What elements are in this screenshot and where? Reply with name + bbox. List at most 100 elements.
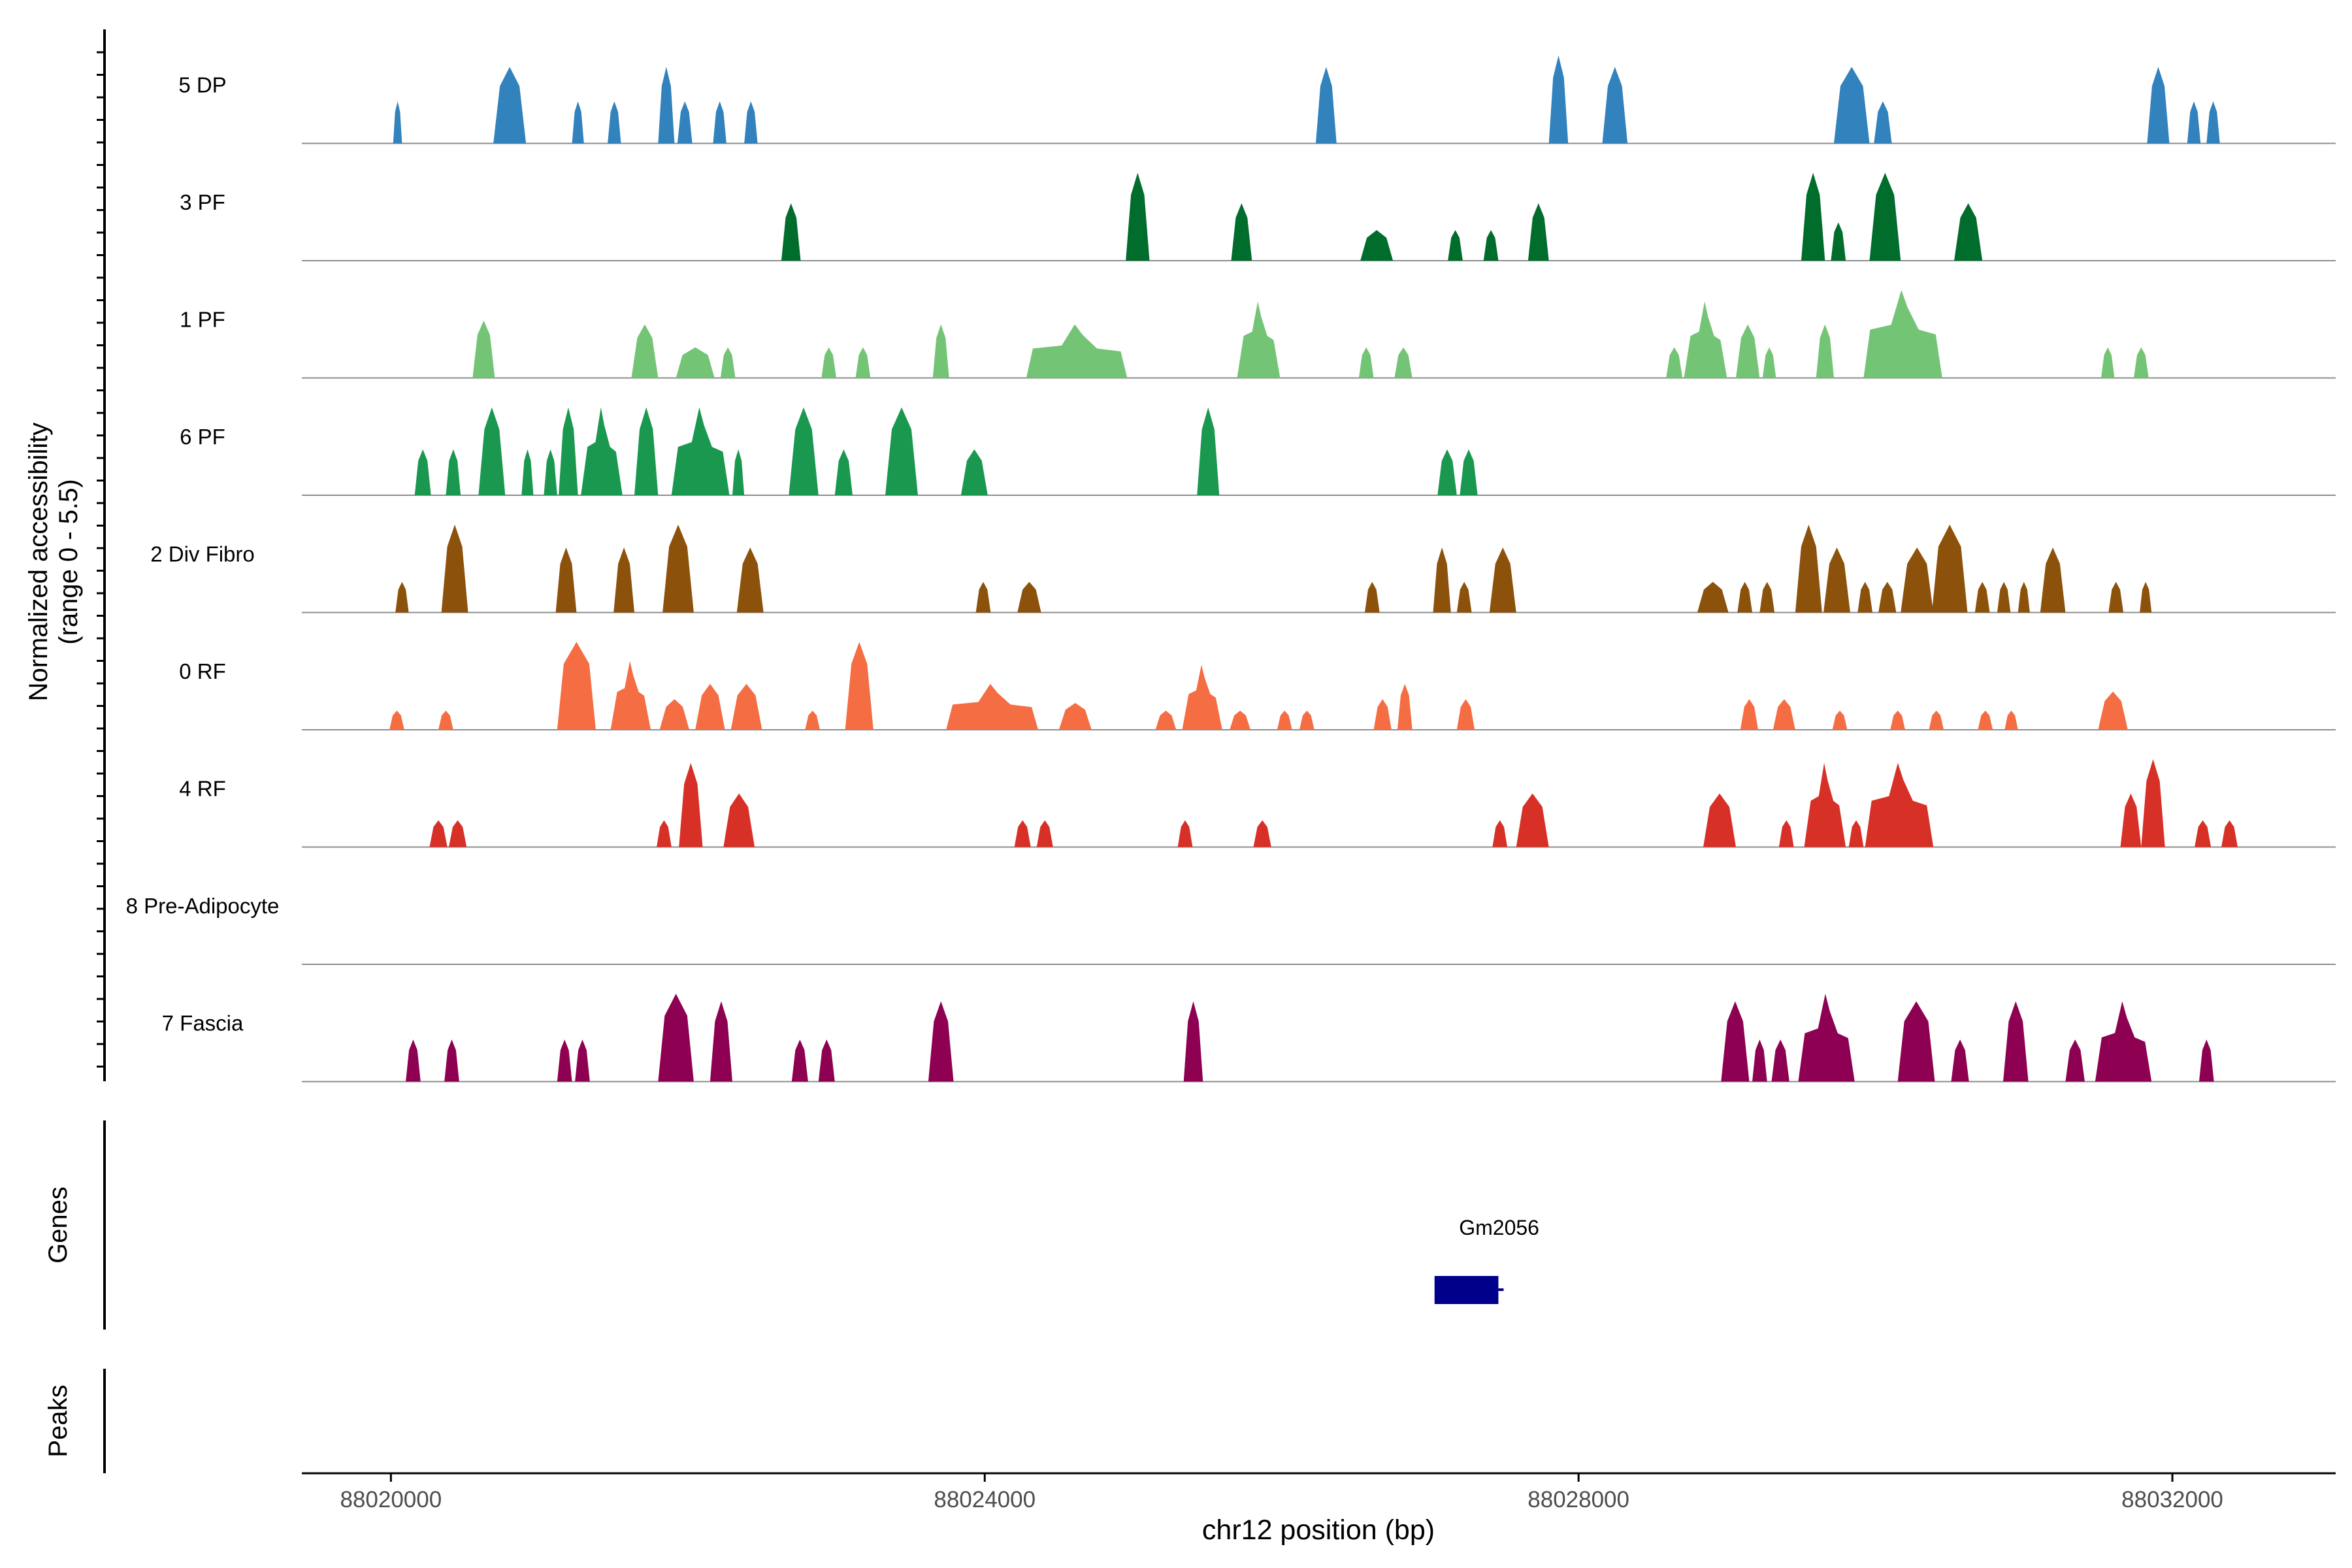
peak (1795, 525, 1822, 613)
peak (557, 1039, 572, 1082)
peak (610, 661, 651, 730)
peak (1759, 581, 1775, 613)
peak (720, 347, 736, 378)
peak (1397, 683, 1413, 730)
x-tick-label: 88024000 (934, 1487, 1036, 1512)
peak (671, 407, 730, 495)
peak (1548, 56, 1569, 144)
peak (448, 820, 467, 847)
peak (1183, 1001, 1203, 1082)
peak (559, 407, 578, 495)
peak (1874, 101, 1892, 144)
peak (1831, 222, 1846, 261)
peak (2098, 691, 2128, 730)
peak (1231, 203, 1252, 261)
peak (444, 1039, 459, 1082)
peak (544, 449, 557, 495)
peak (2133, 347, 2149, 378)
peak (1833, 67, 1870, 144)
track-label: 4 RF (179, 777, 226, 801)
peak (608, 101, 621, 144)
peak (613, 547, 634, 613)
peak (555, 547, 577, 613)
peak (1373, 699, 1392, 730)
peak (723, 793, 755, 847)
genes-label: Genes (44, 1186, 73, 1264)
peak (2108, 581, 2124, 613)
track-label: 2 Div Fibro (150, 542, 255, 566)
peak (2140, 581, 2152, 613)
peak (1433, 547, 1451, 613)
peak (1026, 324, 1128, 378)
peak (1697, 581, 1729, 613)
peak (1865, 762, 1934, 847)
peak (1492, 820, 1508, 847)
peak (713, 101, 727, 144)
peak (1740, 699, 1759, 730)
peak (438, 710, 453, 730)
peak (2004, 710, 2018, 730)
peak (730, 683, 762, 730)
peak (472, 320, 495, 378)
peak (1666, 347, 1683, 378)
peaks-label: Peaks (44, 1384, 73, 1457)
peak (744, 101, 758, 144)
peak (932, 324, 949, 378)
peak (1954, 203, 1983, 261)
peak (2206, 101, 2220, 144)
peak (406, 1039, 421, 1082)
peak (1771, 1039, 1789, 1082)
y-axis-range-label: (range 0 - 5.5) (54, 479, 83, 644)
peak (960, 449, 988, 495)
peak (634, 407, 659, 495)
peak (2141, 759, 2165, 847)
peak (1448, 230, 1463, 261)
genes-panel: Genes Gm2056 (44, 1120, 1539, 1330)
peak (1857, 581, 1873, 613)
peak (575, 1039, 590, 1082)
peak (821, 347, 837, 378)
track-8-pre-adipocyte: 8 Pre-Adipocyte (126, 894, 2336, 965)
peak (1277, 710, 1292, 730)
peak (1527, 203, 1549, 261)
peak (659, 699, 690, 730)
peak (2040, 547, 2066, 613)
peak (1177, 820, 1193, 847)
track-0-rf: 0 RF (179, 642, 2336, 730)
track-label: 8 Pre-Adipocyte (126, 894, 280, 918)
peak (1155, 710, 1177, 730)
peak (845, 642, 874, 730)
track-6-pf: 6 PF (180, 407, 2336, 496)
x-axis-label: chr12 position (bp) (1202, 1514, 1435, 1546)
track-5-dp: 5 DP (178, 56, 2336, 144)
peak (1516, 793, 1549, 847)
peak (1364, 581, 1380, 613)
peak (1299, 710, 1315, 730)
peak (2120, 793, 2142, 847)
peak (2195, 820, 2212, 847)
track-3-pf: 3 PF (180, 172, 2336, 261)
peak (1778, 820, 1794, 847)
peak (2198, 1039, 2214, 1082)
peak (1737, 581, 1753, 613)
peak (1058, 703, 1092, 730)
peak (1901, 547, 1934, 613)
peak (1863, 290, 1942, 378)
track-7-fascia: 7 Fascia (162, 994, 2336, 1083)
peak (441, 525, 468, 613)
peak (834, 449, 853, 495)
peak (818, 1039, 835, 1082)
peak (676, 347, 715, 378)
peak (1798, 994, 1855, 1082)
peak (789, 407, 819, 495)
peak (1456, 581, 1472, 613)
peak (389, 710, 404, 730)
peak (2003, 1001, 2029, 1082)
peak (631, 324, 659, 378)
peak (1483, 230, 1499, 261)
gene-body (1434, 1276, 1499, 1304)
peak (395, 581, 409, 613)
peak (1801, 172, 1825, 261)
peak (928, 1001, 954, 1082)
peak (677, 101, 693, 144)
